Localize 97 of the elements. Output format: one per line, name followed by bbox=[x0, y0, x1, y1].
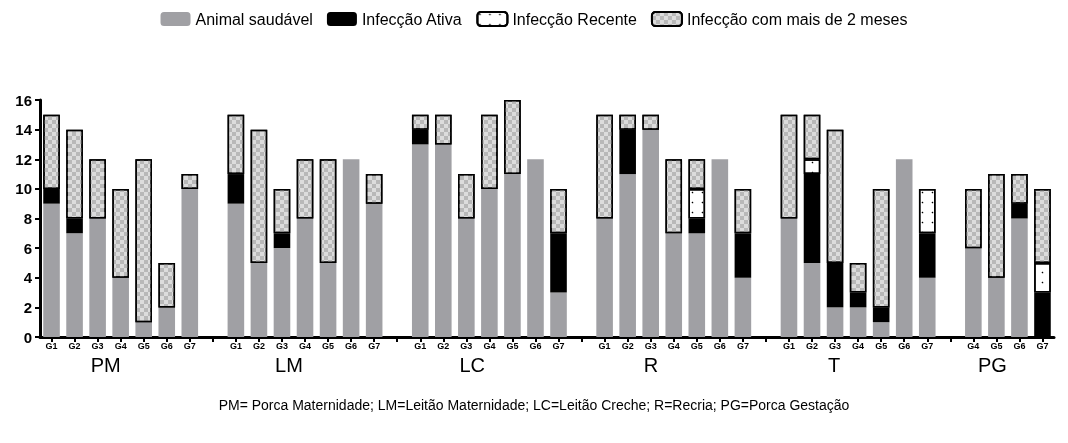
bar bbox=[803, 262, 821, 337]
x-tick-label: G1 bbox=[782, 340, 795, 351]
bar bbox=[89, 218, 106, 337]
x-tick-label: G2 bbox=[68, 340, 81, 351]
x-tick-label: G4 bbox=[667, 340, 680, 351]
x-tick-label: G5 bbox=[137, 340, 150, 351]
bar bbox=[158, 307, 176, 337]
bar bbox=[435, 144, 452, 337]
bar bbox=[965, 248, 982, 337]
y-tick-label: 2 bbox=[23, 298, 32, 316]
text: LM bbox=[275, 354, 303, 376]
bar bbox=[596, 218, 613, 337]
bar bbox=[527, 159, 544, 337]
x-tick-label: G6 bbox=[529, 340, 542, 351]
x-tick-label: G4 bbox=[852, 340, 865, 351]
x-tick-label: G5 bbox=[322, 340, 335, 351]
x-tick-label: G3 bbox=[644, 340, 657, 351]
x-tick-label: G1 bbox=[598, 340, 611, 351]
text: PG bbox=[977, 354, 1007, 376]
x-tick-label: G4 bbox=[483, 340, 496, 351]
bar bbox=[665, 233, 683, 337]
text: PM bbox=[90, 354, 121, 376]
y-tick-label: 16 bbox=[15, 91, 32, 109]
text: R bbox=[643, 354, 659, 376]
bar bbox=[481, 188, 498, 337]
x-tick-label: G3 bbox=[91, 340, 104, 351]
x-tick-label: G2 bbox=[806, 340, 819, 351]
bar bbox=[826, 307, 844, 337]
y-tick-label: 4 bbox=[23, 269, 33, 287]
x-tick-label: G3 bbox=[275, 340, 288, 351]
x-tick-label: G3 bbox=[460, 340, 473, 351]
x-tick-label: G1 bbox=[414, 340, 427, 351]
x-tick-label: G1 bbox=[45, 340, 58, 351]
x-tick-label: G6 bbox=[713, 340, 726, 351]
legend-label: Infecção Recente bbox=[512, 10, 638, 28]
bar bbox=[319, 262, 337, 337]
bar bbox=[918, 277, 936, 337]
x-tick-label: G7 bbox=[736, 340, 749, 351]
bar bbox=[872, 322, 890, 337]
x-tick-label: G5 bbox=[875, 340, 888, 351]
x-tick-label: G7 bbox=[1036, 340, 1049, 351]
text: T bbox=[828, 354, 841, 376]
bar bbox=[619, 174, 636, 337]
bar bbox=[711, 159, 729, 337]
x-tick-label: G2 bbox=[621, 340, 634, 351]
bar bbox=[250, 262, 268, 337]
bar bbox=[365, 203, 383, 337]
legend-label: Infecção Ativa bbox=[361, 10, 462, 28]
y-tick-label: 10 bbox=[15, 180, 32, 198]
bar bbox=[411, 144, 429, 337]
legend-label: Infecção com mais de 2 meses bbox=[686, 10, 908, 28]
x-tick-label: G1 bbox=[229, 340, 242, 351]
x-tick-label: G4 bbox=[967, 340, 980, 351]
x-tick-label: G6 bbox=[345, 340, 358, 351]
bar bbox=[780, 218, 798, 337]
bar bbox=[734, 277, 752, 337]
bar bbox=[342, 159, 360, 337]
bar bbox=[227, 203, 245, 337]
legend-label: Animal saudável bbox=[195, 10, 313, 28]
y-tick-label: 0 bbox=[23, 328, 32, 346]
y-tick-label: 14 bbox=[15, 121, 33, 139]
x-tick-label: G6 bbox=[898, 340, 911, 351]
x-tick-label: G6 bbox=[160, 340, 173, 351]
x-tick-label: G5 bbox=[690, 340, 703, 351]
x-tick-label: G7 bbox=[921, 340, 934, 351]
bar bbox=[688, 233, 706, 337]
bar bbox=[273, 248, 291, 337]
bar bbox=[181, 188, 199, 337]
text: PM= Porca Maternidade; LM=Leitão Maternidade; LC=Leitão Creche; R=Recria; PG=Porca Gestação bbox=[218, 397, 850, 413]
y-tick-label: 6 bbox=[23, 239, 32, 257]
x-tick-label: G2 bbox=[252, 340, 265, 351]
x-tick-label: G7 bbox=[368, 340, 381, 351]
x-tick-label: G3 bbox=[829, 340, 842, 351]
x-tick-label: G7 bbox=[552, 340, 565, 351]
x-tick-label: G4 bbox=[299, 340, 312, 351]
x-tick-label: G6 bbox=[1013, 340, 1026, 351]
x-tick-label: G5 bbox=[990, 340, 1003, 351]
x-tick-label: G5 bbox=[506, 340, 519, 351]
bar bbox=[43, 203, 60, 337]
bar bbox=[642, 129, 659, 337]
x-tick-label: G2 bbox=[437, 340, 450, 351]
bar bbox=[1011, 218, 1028, 337]
bar bbox=[458, 218, 475, 337]
y-tick-label: 8 bbox=[23, 210, 32, 227]
x-tick-label: G7 bbox=[183, 340, 196, 351]
bar bbox=[135, 322, 152, 337]
bar bbox=[112, 277, 129, 337]
bar bbox=[895, 159, 913, 337]
bar bbox=[550, 292, 567, 337]
y-tick-label: 12 bbox=[15, 150, 32, 168]
bar bbox=[504, 174, 521, 337]
bar bbox=[66, 233, 83, 337]
text: LC bbox=[459, 354, 485, 376]
x-tick-label: G4 bbox=[114, 340, 127, 351]
bar bbox=[296, 218, 314, 337]
bar bbox=[988, 277, 1005, 337]
bar bbox=[849, 307, 867, 337]
